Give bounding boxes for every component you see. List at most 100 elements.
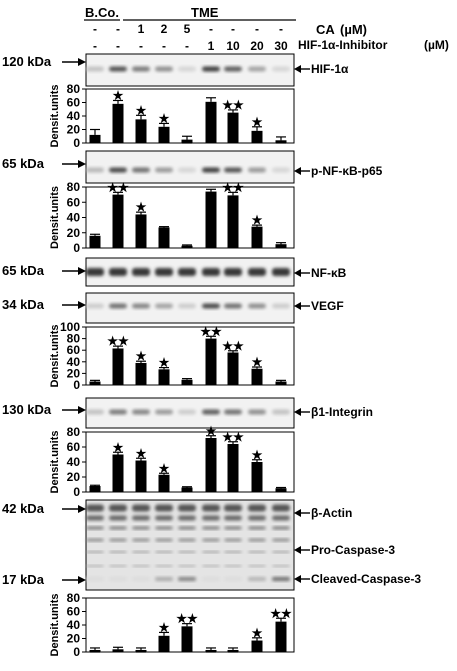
y-tick-label: 60 <box>67 343 81 357</box>
arrowhead-icon <box>294 408 301 416</box>
band <box>155 526 173 530</box>
y-tick-label: 60 <box>67 605 81 619</box>
bar <box>112 454 124 492</box>
y-axis-label: Densit.units <box>49 431 61 494</box>
ca-label: CA <box>316 22 335 37</box>
band <box>202 303 220 309</box>
arrowhead-icon <box>294 575 301 583</box>
band <box>272 66 290 72</box>
y-tick-label: 40 <box>67 355 81 369</box>
band <box>86 66 104 72</box>
blot-label-5: 42 kDa β-Actin <box>2 501 352 520</box>
band <box>86 526 104 530</box>
kda-label: 17 kDa <box>2 572 45 587</box>
band <box>248 409 266 415</box>
band <box>109 565 127 567</box>
band <box>202 577 220 581</box>
blot-frame <box>85 499 295 591</box>
protein-label: Pro-Caspase-3 <box>311 543 395 557</box>
arrowhead-icon <box>78 160 86 168</box>
band <box>109 303 127 309</box>
band <box>272 268 290 276</box>
band <box>109 268 127 276</box>
band <box>272 526 290 530</box>
blot-4 <box>85 397 295 429</box>
y-tick-label: 0 <box>73 241 80 255</box>
band <box>224 504 242 512</box>
y-axis-label: Densit.units <box>49 85 61 148</box>
band <box>109 409 127 415</box>
band <box>86 515 104 521</box>
band <box>248 66 266 72</box>
band <box>132 268 150 276</box>
band <box>202 526 220 530</box>
ca-dose-5: - <box>209 22 213 36</box>
protein-label: NF-κB <box>311 266 347 280</box>
band <box>132 551 150 553</box>
band <box>178 526 196 530</box>
band <box>248 565 266 567</box>
band <box>86 538 104 542</box>
bar <box>89 134 101 143</box>
band <box>272 167 290 173</box>
inhibitor-dose-row: - - - - - 1 10 20 30 <box>93 39 288 53</box>
inhibitor-label: HIF-1α-Inhibitor <box>298 38 388 52</box>
blot-2 <box>85 257 295 287</box>
y-tick-label: 60 <box>67 195 81 209</box>
significance-star: ★ <box>252 115 263 129</box>
arrowhead-icon <box>294 546 301 554</box>
band <box>178 268 196 276</box>
y-axis-label: Densit.units <box>49 186 61 249</box>
band <box>272 565 290 567</box>
inhibitor-dose-3: - <box>162 39 166 53</box>
significance-star: ★ <box>113 88 124 102</box>
inhibitor-dose-7: 20 <box>250 39 264 53</box>
band <box>248 167 266 173</box>
significance-star: ★★ <box>222 339 244 353</box>
bar <box>275 488 287 492</box>
bar <box>89 235 101 248</box>
band <box>132 565 150 567</box>
arrowhead-icon <box>294 65 301 73</box>
ca-dose-7: - <box>255 22 259 36</box>
ca-dose-4: 5 <box>184 22 191 36</box>
inhibitor-dose-6: 10 <box>226 39 240 53</box>
y-tick-label: 80 <box>67 332 81 346</box>
significance-star: ★★ <box>107 334 129 348</box>
bar <box>275 621 287 652</box>
band <box>202 268 220 276</box>
band <box>86 504 104 512</box>
bco-label: B.Co. <box>85 5 119 20</box>
y-tick-label: 80 <box>67 82 81 96</box>
y-tick-label: 20 <box>67 123 81 137</box>
band <box>178 66 196 72</box>
y-tick-label: 40 <box>67 109 81 123</box>
band <box>224 526 242 530</box>
bar <box>112 348 124 385</box>
blot-1 <box>85 150 295 184</box>
inhibitor-dose-8: 30 <box>274 39 288 53</box>
band <box>109 167 127 173</box>
significance-star: ★★ <box>270 606 292 620</box>
ca-dose-0: - <box>93 22 97 36</box>
arrowhead-icon <box>294 167 301 175</box>
y-tick-label: 40 <box>67 455 81 469</box>
bar <box>158 126 170 143</box>
significance-star: ★★ <box>222 180 244 194</box>
significance-star: ★ <box>252 626 263 640</box>
band <box>109 66 127 72</box>
blot-label-4: 130 kDa β1-Integrin <box>2 402 373 419</box>
band <box>224 66 242 72</box>
band <box>202 167 220 173</box>
y-tick-label: 20 <box>67 470 81 484</box>
band <box>178 538 196 542</box>
y-tick-label: 100 <box>60 320 80 334</box>
band <box>202 565 220 567</box>
band <box>248 515 266 521</box>
significance-star: ★ <box>136 200 147 214</box>
significance-star: ★★ <box>222 430 244 444</box>
band <box>109 538 127 542</box>
significance-star: ★ <box>159 620 170 634</box>
